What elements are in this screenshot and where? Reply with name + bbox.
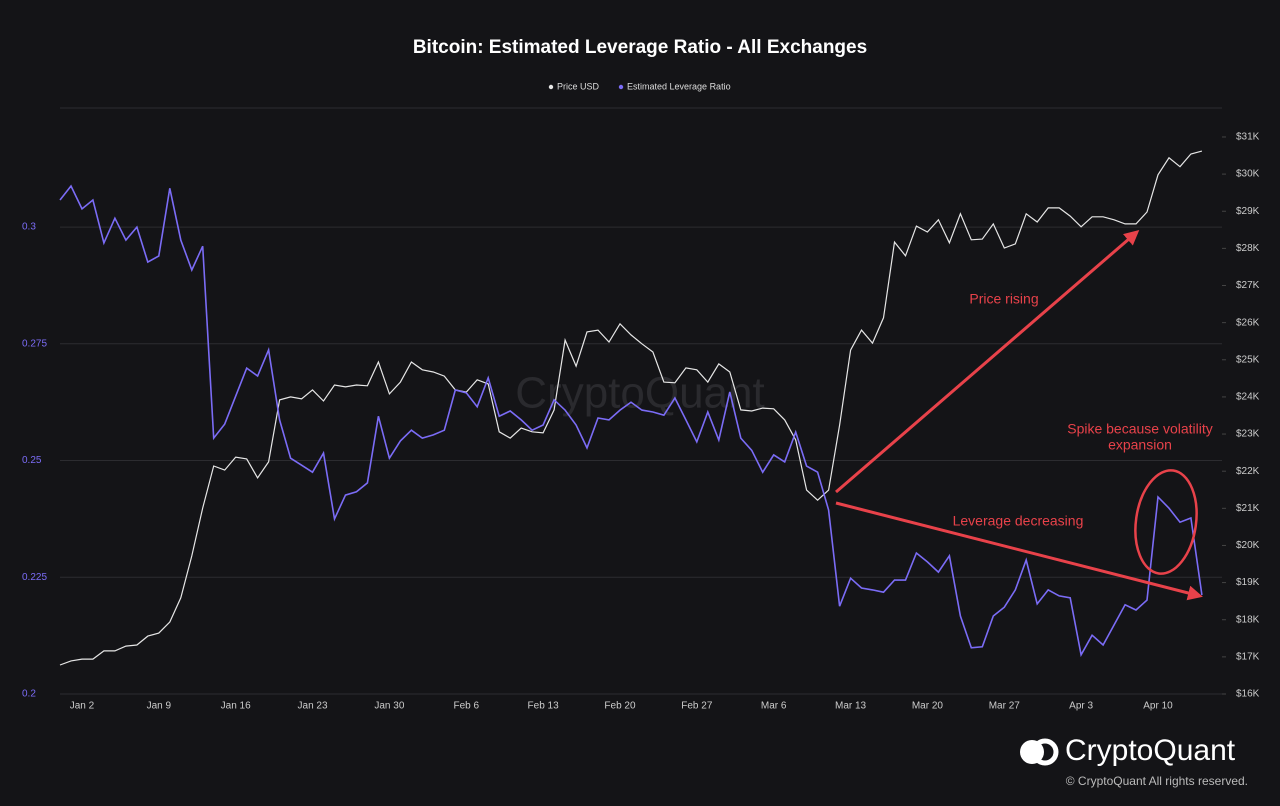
x-tick-label: Jan 9 — [147, 701, 172, 712]
y-tick-label: 0.25 — [22, 455, 42, 466]
x-tick-label: Jan 16 — [221, 701, 251, 712]
x-tick-label: Feb 20 — [604, 701, 636, 712]
copyright: © CryptoQuant All rights reserved. — [1066, 774, 1248, 788]
legend-marker — [618, 84, 624, 90]
y2-tick-label: $23K — [1236, 429, 1260, 440]
x-tick-label: Apr 10 — [1143, 701, 1173, 712]
x-tick-label: Apr 3 — [1069, 701, 1093, 712]
y-tick-label: 0.3 — [22, 222, 36, 233]
y-tick-label: 0.225 — [22, 572, 47, 583]
y2-tick-label: $31K — [1236, 132, 1260, 143]
x-tick-label: Mar 20 — [912, 701, 944, 712]
annotation: Price rising — [969, 291, 1038, 307]
annotation-arrow — [835, 501, 1203, 601]
y2-tick-label: $30K — [1236, 169, 1260, 180]
brand-name: CryptoQuant — [1065, 734, 1236, 767]
y2-tick-label: $20K — [1236, 540, 1260, 551]
y2-tick-label: $24K — [1236, 392, 1260, 403]
series-line — [59, 184, 1203, 658]
brand-logo — [1020, 738, 1059, 766]
watermark: CryptoQuant — [515, 369, 764, 418]
x-tick-label: Mar 27 — [989, 701, 1021, 712]
y-tick-label: 0.275 — [22, 338, 47, 349]
x-tick-label: Jan 30 — [374, 701, 404, 712]
annotation-arrow — [835, 230, 1140, 494]
y2-tick-label: $27K — [1236, 280, 1260, 291]
y2-tick-label: $18K — [1236, 614, 1260, 625]
annotation-circle — [1134, 469, 1198, 575]
annotation: expansion — [1108, 437, 1172, 453]
y-tick-label: 0.2 — [22, 689, 36, 700]
x-tick-label: Feb 13 — [528, 701, 560, 712]
plot-area: 0.2 0.225 0.25 0.275 0.3 $16K $17K $18K $19K $20K… — [22, 81, 1260, 711]
x-tick-label: Feb 27 — [681, 701, 713, 712]
x-tick-label: Feb 6 — [453, 701, 479, 712]
annotation: Spike because volatility — [1067, 421, 1213, 437]
legend-label: Price USD — [557, 81, 600, 91]
annotation: Leverage decreasing — [953, 513, 1084, 529]
y2-tick-label: $16K — [1236, 689, 1260, 700]
series-line — [59, 150, 1203, 666]
chart-title: Bitcoin: Estimated Leverage Ratio - All … — [413, 37, 867, 58]
y2-tick-label: $22K — [1236, 466, 1260, 477]
y2-tick-label: $28K — [1236, 243, 1260, 254]
x-tick-label: Jan 23 — [298, 701, 328, 712]
legend-label: Estimated Leverage Ratio — [627, 81, 731, 91]
y2-tick-label: $26K — [1236, 317, 1260, 328]
y2-tick-label: $17K — [1236, 652, 1260, 663]
y2-tick-label: $25K — [1236, 354, 1260, 365]
legend-marker — [548, 84, 554, 90]
x-tick-label: Mar 13 — [835, 701, 867, 712]
y2-tick-label: $29K — [1236, 206, 1260, 217]
x-tick-label: Jan 2 — [70, 701, 95, 712]
x-tick-label: Mar 6 — [761, 701, 787, 712]
y2-tick-label: $21K — [1236, 503, 1260, 514]
y2-tick-label: $19K — [1236, 577, 1260, 588]
